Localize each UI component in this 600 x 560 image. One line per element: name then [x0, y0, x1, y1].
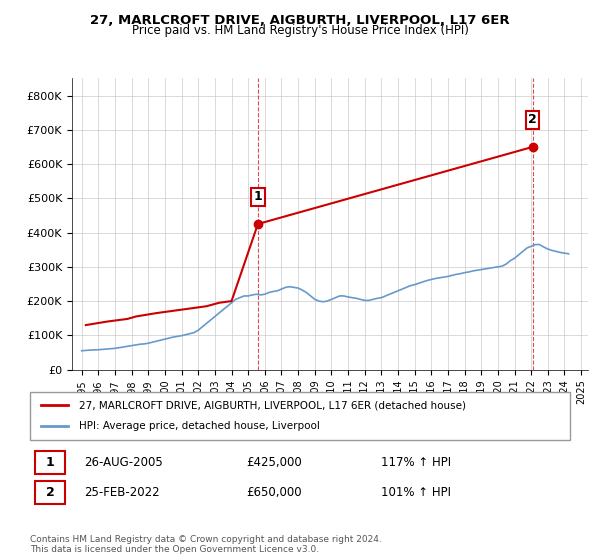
Text: 117% ↑ HPI: 117% ↑ HPI — [381, 456, 451, 469]
Text: 2: 2 — [528, 113, 537, 127]
Text: Contains HM Land Registry data © Crown copyright and database right 2024.
This d: Contains HM Land Registry data © Crown c… — [30, 535, 382, 554]
FancyBboxPatch shape — [35, 451, 65, 474]
FancyBboxPatch shape — [35, 481, 65, 503]
Text: HPI: Average price, detached house, Liverpool: HPI: Average price, detached house, Live… — [79, 421, 319, 431]
Text: £650,000: £650,000 — [246, 486, 302, 499]
FancyBboxPatch shape — [30, 392, 570, 440]
Text: 101% ↑ HPI: 101% ↑ HPI — [381, 486, 451, 499]
Text: Price paid vs. HM Land Registry's House Price Index (HPI): Price paid vs. HM Land Registry's House … — [131, 24, 469, 36]
Text: 27, MARLCROFT DRIVE, AIGBURTH, LIVERPOOL, L17 6ER (detached house): 27, MARLCROFT DRIVE, AIGBURTH, LIVERPOOL… — [79, 400, 466, 410]
Text: 1: 1 — [46, 456, 55, 469]
Text: £425,000: £425,000 — [246, 456, 302, 469]
Text: 26-AUG-2005: 26-AUG-2005 — [84, 456, 163, 469]
Text: 1: 1 — [254, 190, 262, 203]
Text: 25-FEB-2022: 25-FEB-2022 — [84, 486, 160, 499]
Text: 27, MARLCROFT DRIVE, AIGBURTH, LIVERPOOL, L17 6ER: 27, MARLCROFT DRIVE, AIGBURTH, LIVERPOOL… — [90, 14, 510, 27]
Text: 2: 2 — [46, 486, 55, 499]
